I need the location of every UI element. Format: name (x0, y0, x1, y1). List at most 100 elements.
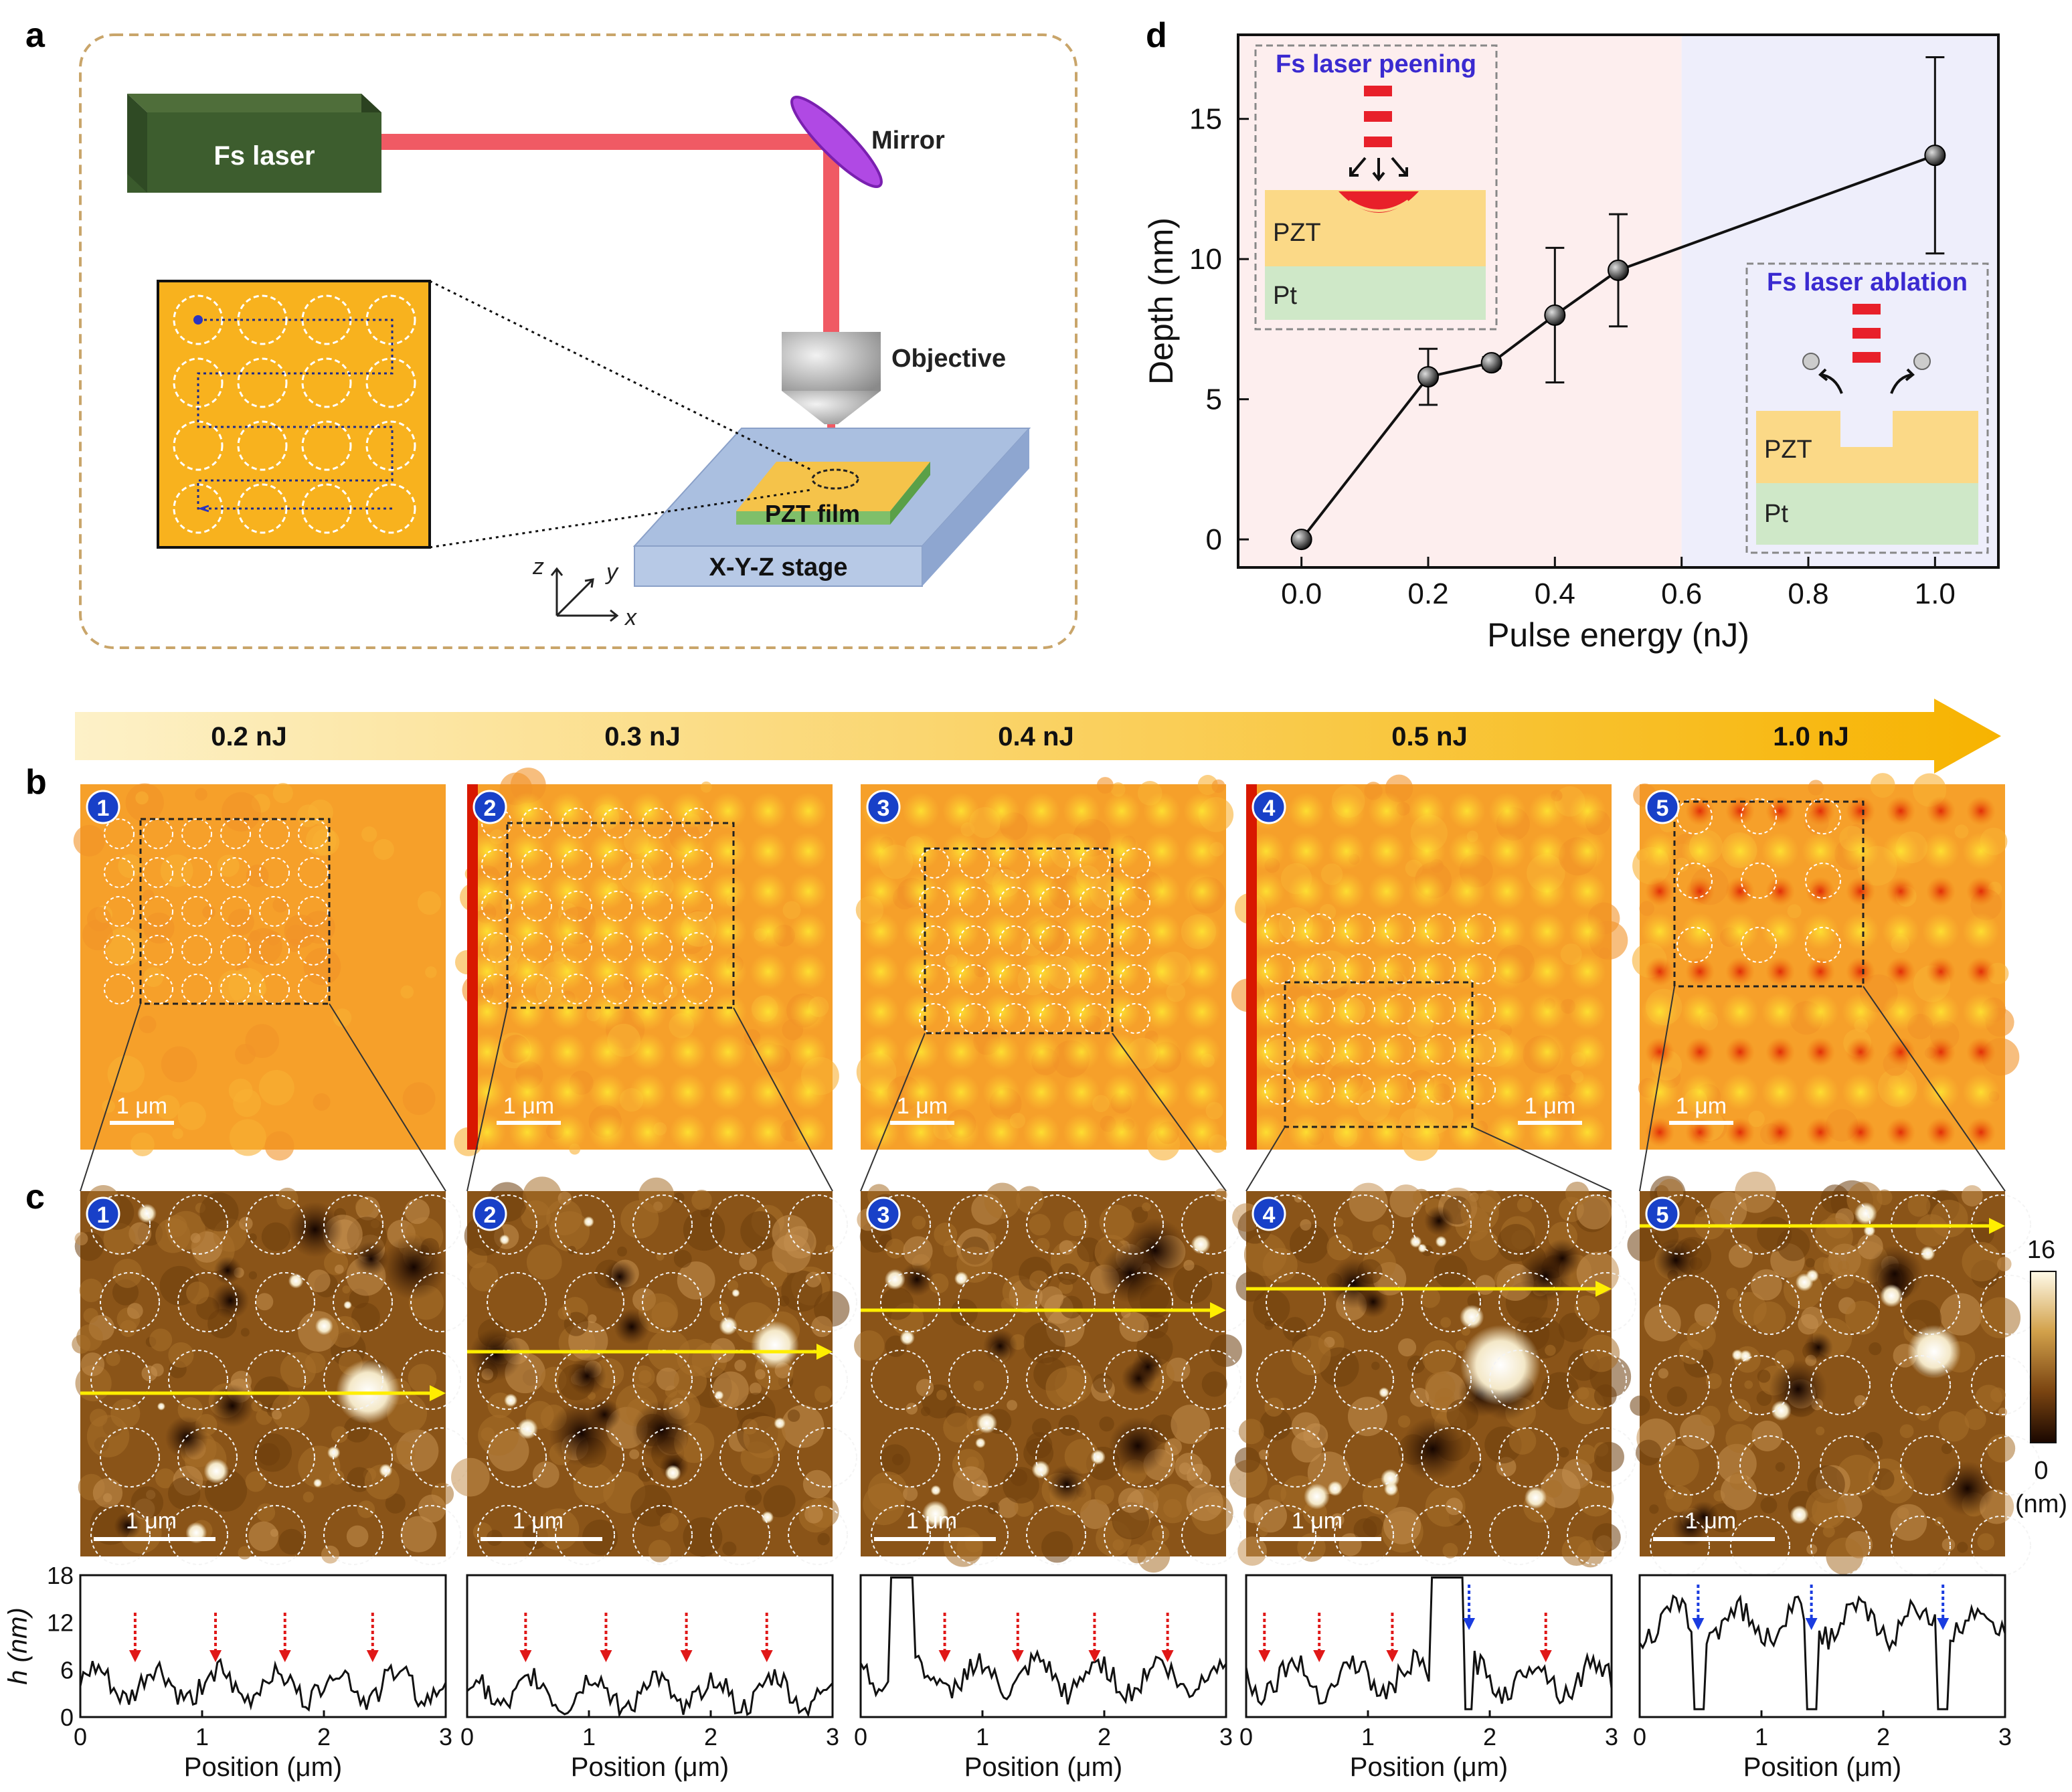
zoom-connector-line (80, 1003, 141, 1192)
afm-spot-outline (323, 1350, 383, 1410)
panel-number: 3 (877, 796, 890, 821)
pfm-spot-outline (562, 932, 592, 963)
chart-xtick-label: 0.2 (1407, 577, 1448, 610)
chart-xtick-label: 0.4 (1535, 577, 1575, 610)
panel-number: 4 (1263, 1202, 1276, 1228)
pfm-image-4: 4 1 μm (1231, 774, 1628, 1161)
pfm-spot-outline (143, 818, 173, 849)
scale-label: 1 μm (1525, 1093, 1575, 1119)
pfm-spot-outline (181, 935, 212, 966)
pfm-spot-outline (999, 1003, 1030, 1034)
panel-number-badge (866, 1196, 901, 1231)
chart-xtick-label: 0.0 (1281, 577, 1322, 610)
chart-point (1544, 304, 1566, 326)
pfm-spot-outline (220, 857, 251, 888)
pfm-spot-outline (999, 887, 1030, 917)
pfm-spot-outline (259, 974, 290, 1004)
chart-ytick-label: 5 (1206, 383, 1222, 416)
inset-peening: Fs laser peening PZT Pt (1254, 44, 1498, 331)
scale-label: 1 μm (1292, 1508, 1343, 1534)
pfm-spot-outline (481, 891, 512, 921)
profile-plot-4: 0 1 2 3 Position (μm) (1239, 1574, 1618, 1782)
zoom-connector-line (733, 1007, 833, 1192)
pfm-spot-outline (1741, 927, 1777, 963)
afm-spot-outline (1489, 1194, 1549, 1255)
afm-spot-outline (719, 1427, 780, 1488)
mirror-label: Mirror (871, 126, 945, 155)
scan-spot (173, 357, 224, 408)
energy-label-5: 1.0 nJ (1773, 722, 1848, 751)
afm-spot-outline (1650, 1355, 1710, 1415)
afm-spot-outline (1730, 1516, 1790, 1576)
panel-number: 1 (97, 796, 110, 821)
pfm-spot-outline (143, 974, 173, 1004)
scan-spot (237, 420, 288, 471)
profile-plot-3: 0 1 2 3 Position (μm) (854, 1574, 1233, 1782)
pfm-spot-outline (1805, 863, 1841, 899)
profile-x-label: Position (μm) (1350, 1753, 1508, 1782)
afm-spot-outline (555, 1194, 615, 1255)
afm-spot-outline (797, 1427, 857, 1488)
afm-spot-outline (1411, 1350, 1472, 1410)
pfm-spot-outline (1385, 913, 1415, 944)
afm-spot-outline (1810, 1355, 1871, 1415)
pfm-spot-outline (1345, 1074, 1375, 1105)
pfm-spot-outline (104, 818, 135, 849)
afm-spot-outline (1820, 1275, 1880, 1335)
pfm-spot-outline (1741, 798, 1777, 834)
pfm-spot-outline (298, 857, 329, 888)
afm-spot-outline (642, 1272, 702, 1332)
pfm-spot-outline (1264, 913, 1295, 944)
axis-triad (550, 567, 619, 622)
pfm-spot-outline (1264, 994, 1295, 1024)
panel-label-a: a (25, 16, 46, 55)
chart-ytick-label: 10 (1189, 243, 1222, 276)
pfm-spot-outline (181, 857, 212, 888)
pfm-spot-outline (1264, 1034, 1295, 1065)
profile-frame (859, 1574, 1227, 1718)
profile-frame (79, 1574, 447, 1718)
afm-spot-outline (564, 1272, 624, 1332)
afm-spot-outline (1035, 1272, 1096, 1332)
pfm-spot-outline (1805, 927, 1841, 963)
zoom-line-top (429, 280, 812, 471)
panel-number-badge (86, 790, 120, 824)
pfm-spot-outline (1385, 954, 1415, 984)
zoom-connector-line (466, 1007, 508, 1192)
profile-ytick: 6 (60, 1656, 74, 1684)
afm-spot-outline (100, 1427, 160, 1488)
panel-number-badge (1645, 790, 1680, 824)
scale-label: 1 μm (513, 1508, 564, 1534)
afm-spot-outline (1334, 1505, 1394, 1565)
pfm-spot-outline (642, 932, 673, 963)
profile-frame (466, 1574, 834, 1718)
inset-ablation-layer1: PZT (1764, 436, 1812, 464)
scan-spot (237, 483, 288, 534)
chart-point (1924, 145, 1946, 167)
pfm-spot-outline (1120, 848, 1150, 879)
zoom-region-box (1673, 800, 1865, 988)
pfm-spot-outline (1039, 887, 1070, 917)
stage-label: X-Y-Z stage (709, 553, 848, 581)
scan-spot (365, 357, 416, 408)
pfm-spot-outline (1465, 1074, 1496, 1105)
line-profile-arrowhead (430, 1385, 446, 1401)
afm-spot-outline (1576, 1272, 1636, 1332)
pfm-spot-outline (1385, 1034, 1415, 1065)
afm-image-5: 5 1 μm (1627, 1171, 2041, 1576)
profile-xtick: 0 (854, 1723, 867, 1751)
afm-spot-outline (1810, 1516, 1871, 1576)
panel-number-badge (1251, 790, 1286, 824)
pfm-spot-outline (521, 849, 552, 880)
pfm-spot-outline (1676, 798, 1713, 834)
afm-spot-outline (880, 1427, 940, 1488)
pfm-spot-outline (1039, 925, 1070, 956)
pfm-image-1: 1 1 μm (73, 783, 446, 1161)
pfm-image-2: 2 1 μm (454, 768, 839, 1156)
afm-spot-outline (1266, 1272, 1326, 1332)
pfm-spot-outline (521, 974, 552, 1004)
height-profile-line (1245, 1577, 1613, 1710)
zoom-region-box (139, 818, 331, 1005)
profile-plot-2: 0 1 2 3 Position (μm) (460, 1574, 839, 1782)
